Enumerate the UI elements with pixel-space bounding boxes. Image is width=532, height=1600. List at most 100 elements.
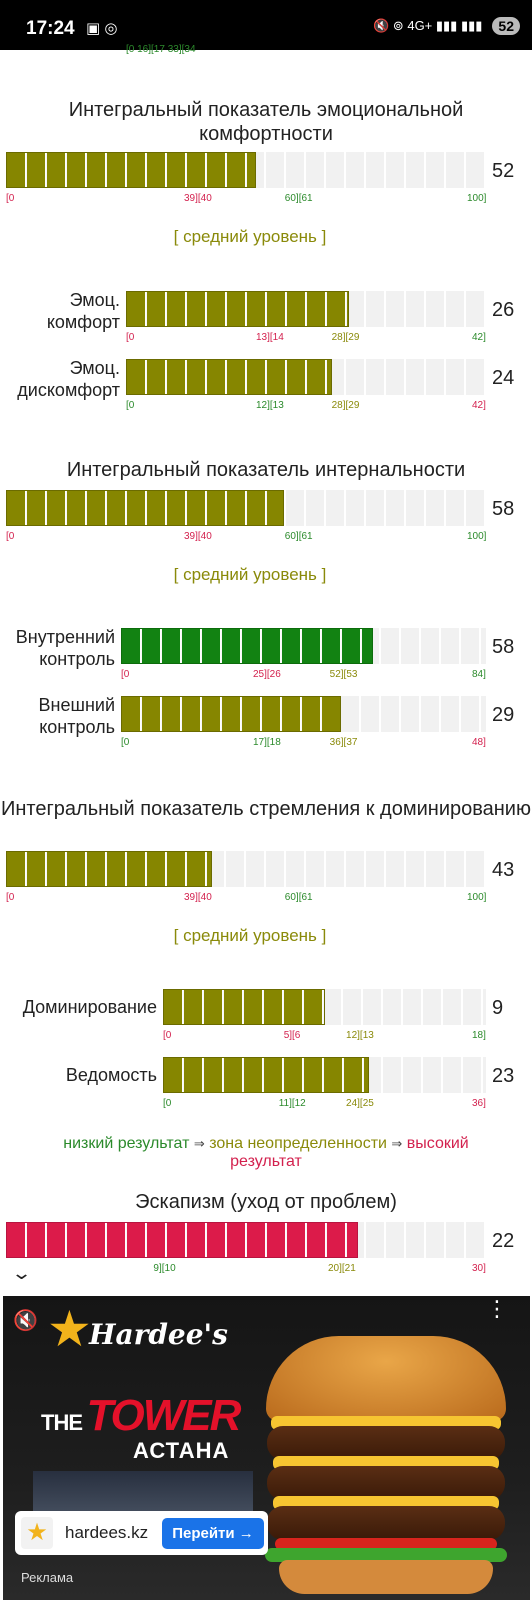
integral-bar-track: [6, 490, 486, 526]
scale-tick-label: 11][12: [278, 1098, 306, 1109]
tomato-layer: [275, 1538, 497, 1550]
subscale-bar-track: [126, 359, 486, 395]
section-title-escapism: Эскапизм (уход от проблем): [135, 1191, 397, 1213]
scale-tick-label: [0: [126, 332, 135, 343]
battery-indicator: 52: [492, 17, 520, 35]
clock: 17:24: [26, 18, 75, 39]
arrow-icon: ⇒: [391, 1136, 403, 1151]
scale-tick-label: 30]: [472, 1263, 486, 1274]
subscale-label-line: Внутренний: [15, 627, 115, 647]
scale-tick-label: 39][40: [184, 892, 212, 903]
ad-brand-logo: Hardee's: [89, 1318, 228, 1351]
scale-tick-label: 20][21: [328, 1263, 356, 1274]
subscale-score: 9: [492, 997, 504, 1019]
subscale-score: 29: [492, 704, 515, 726]
section-title-internality: Интегральный показатель интернальности: [66, 459, 466, 481]
subscale-bar-track: [126, 291, 486, 327]
chevron-down-icon[interactable]: ⌄: [10, 1263, 33, 1283]
ad-cta-card[interactable]: ★ hardees.kz Перейти →: [15, 1511, 268, 1555]
subscale-label: Внутренний контроль: [16, 626, 115, 670]
integral-score: 58: [492, 498, 515, 520]
lettuce-layer: [265, 1548, 507, 1562]
scale-tick-label: 12][13: [256, 400, 284, 411]
escapism-score: 22: [492, 1230, 515, 1252]
scale-tick-label: 39][40: [184, 193, 212, 204]
mute-icon[interactable]: 🔇: [13, 1310, 38, 1332]
subscale-label: Эмоц. комфорт: [47, 289, 120, 333]
level-label: [ средний уровень ]: [173, 227, 327, 246]
integral-scale: [0 39][40 60][61 100]: [6, 531, 486, 545]
legend-high-cont: результат: [230, 1153, 302, 1170]
scale-tick-label: 60][61: [284, 193, 313, 204]
scale-tick-label: 28][29: [331, 400, 360, 411]
section-title-dominance: Интегральный показатель стремления к дом…: [1, 798, 531, 820]
scale-tick-label: 18]: [472, 1030, 486, 1041]
subscale-bar-fill: [163, 989, 325, 1025]
integral-bar-fill: [6, 152, 256, 188]
go-button[interactable]: Перейти →: [162, 1518, 264, 1549]
scale-tick-label: [0: [6, 193, 15, 204]
scale-tick-label: [0: [6, 892, 15, 903]
subscale-label: Ведомость: [65, 1065, 157, 1085]
scale-tick-label: 9][10: [153, 1263, 176, 1274]
integral-bar-track: [6, 851, 486, 887]
subscale-score: 23: [492, 1065, 515, 1087]
section-title-emotional-comfort: Интегральный показатель эмоциональной ко…: [68, 99, 464, 145]
ad-label: Реклама: [21, 1570, 74, 1585]
subscale-scale: [0 13][14 28][29 42]: [126, 332, 486, 346]
subscale-label: Внешний контроль: [39, 694, 115, 738]
scale-tick-label: 28][29: [331, 332, 360, 343]
bun-bottom: [279, 1560, 493, 1594]
integral-bar-fill: [6, 490, 285, 526]
ad-domain[interactable]: hardees.kz: [65, 1523, 149, 1542]
scale-tick-label: [0: [121, 737, 130, 748]
bun-top: [266, 1336, 506, 1421]
integral-scale: [0 39][40 60][61 100]: [6, 193, 486, 207]
scale-tick-label: 5][6: [283, 1030, 301, 1041]
scale-tick-label: 100]: [467, 193, 487, 204]
legend-high: высокий: [406, 1135, 469, 1152]
scale-tick-label: 52][53: [329, 669, 358, 680]
scale-tick-label: [0: [121, 669, 130, 680]
subscale-label-line: контроль: [39, 717, 115, 737]
scale-tick-label: 100]: [467, 892, 487, 903]
patty: [267, 1426, 505, 1460]
advertisement-banner[interactable]: 🔇 ★ Hardee's ⋮ THE TOWER АСТАНА ★ hardee…: [3, 1296, 530, 1600]
scale-tick-label: [0: [126, 400, 135, 411]
advertiser-logo-icon: ★: [21, 1517, 53, 1549]
subscale-score: 26: [492, 299, 515, 321]
scale-tick-label: [0: [163, 1030, 172, 1041]
patty: [267, 1506, 505, 1540]
more-options-icon[interactable]: ⋮: [486, 1296, 508, 1321]
scale-tick-label: 39][40: [184, 531, 212, 542]
level-label: [ средний уровень ]: [173, 926, 327, 945]
status-bar: 17:24 ▣ ◎ 🔇 ⊚ 4G+ ▮▮▮ ▮▮▮ 52: [0, 0, 532, 50]
subscale-label-line: комфорт: [46, 312, 120, 332]
notification-icons: ▣ ◎: [86, 20, 118, 37]
subscale-bar-track: [121, 696, 486, 732]
system-icons: 🔇 ⊚ 4G+ ▮▮▮ ▮▮▮ 52: [373, 17, 520, 35]
ad-headline-tower: TOWER: [86, 1391, 241, 1440]
scale-tick-label: 17][18: [253, 737, 281, 748]
subscale-scale: [0 25][26 52][53 84]: [121, 669, 486, 683]
scale-tick-label: 60][61: [284, 531, 313, 542]
scale-tick-label: 84]: [472, 669, 486, 680]
arrow-icon: ⇒: [193, 1136, 205, 1151]
scale-tick-label: 13][14: [256, 332, 284, 343]
subscale-scale: [0 11][12 24][25 36]: [163, 1098, 486, 1112]
subscale-scale: [0 5][6 12][13 18]: [163, 1030, 486, 1044]
subscale-label: Доминирование: [22, 997, 157, 1017]
legend-low: низкий результат: [63, 1135, 190, 1152]
subscale-label-line: дискомфорт: [17, 380, 120, 400]
subscale-label: Эмоц. дискомфорт: [17, 357, 120, 401]
subscale-label-line: Эмоц.: [69, 290, 120, 310]
subscale-bar-fill: [121, 628, 373, 664]
escapism-bar-track: [6, 1222, 486, 1258]
integral-bar-fill: [6, 851, 213, 887]
subscale-score: 58: [492, 636, 515, 658]
ad-city: АСТАНА: [133, 1438, 230, 1463]
scale-tick-label: 48]: [472, 737, 486, 748]
legend-mid: зона неопределенности: [209, 1135, 387, 1152]
subscale-bar-fill: [126, 359, 332, 395]
level-label: [ средний уровень ]: [173, 565, 327, 584]
